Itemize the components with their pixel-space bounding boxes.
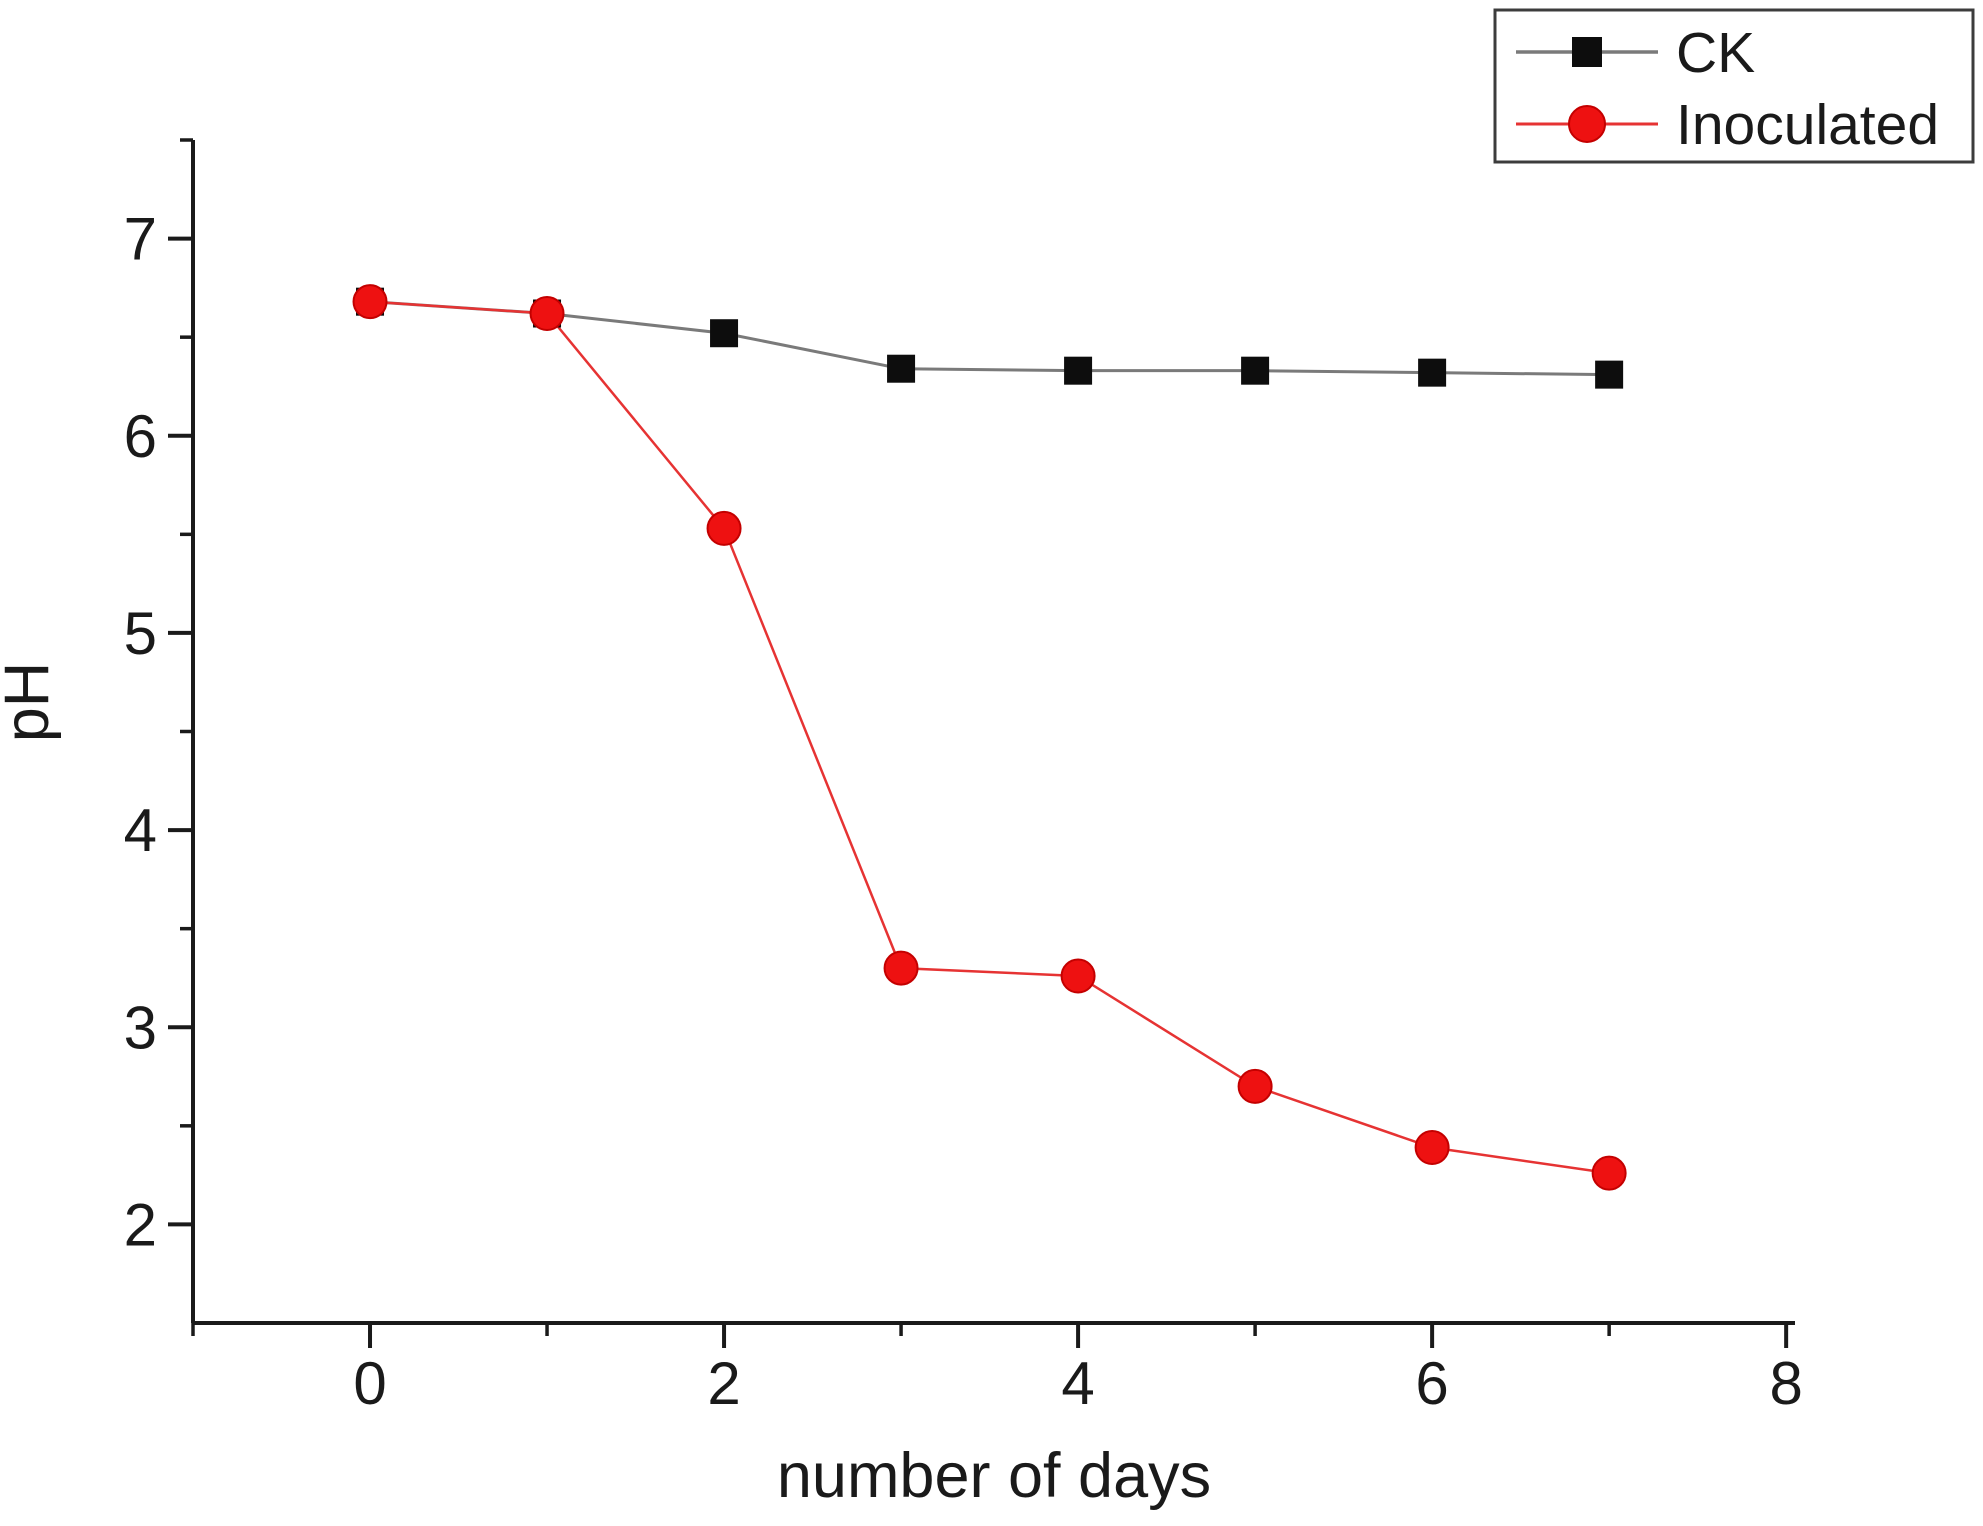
data-series [352,284,1627,1191]
ck-line [369,300,1610,377]
legend-entry-inoculated: Inoculated [1516,93,1939,157]
inoculated-marker [529,296,565,332]
ck-legend-label: CK [1676,21,1755,85]
y-tick-label: 7 [124,206,157,273]
inoculated-marker [1237,1068,1273,1104]
ck-marker [710,319,739,348]
inoculated-marker [883,950,919,986]
inoculated-legend-label: Inoculated [1676,93,1939,157]
x-tick-label: 6 [1415,1350,1448,1417]
ck-legend-marker [1572,37,1602,67]
axis-tick-labels: 0 2 4 6 8 2 3 4 5 6 7 [124,206,1803,1417]
x-tick-label: 2 [707,1350,740,1417]
axes [191,140,1795,1325]
x-tick-label: 0 [353,1350,386,1417]
inoculated-marker [1060,958,1096,994]
inoculated-marker [1414,1130,1450,1166]
y-tick-label: 5 [124,600,157,667]
y-tick-label: 4 [124,797,157,864]
legend-entry-ck: CK [1516,21,1755,85]
ck-marker [1064,356,1093,385]
y-tick-label: 6 [124,403,157,470]
x-axis-title: number of days [777,1441,1211,1511]
inoculated-legend-marker [1568,105,1606,143]
ck-marker [887,354,916,383]
ck-marker [1241,356,1270,385]
ck-marker [1418,358,1447,387]
inoculated-line [369,300,1610,1175]
inoculated-marker [1591,1155,1627,1191]
inoculated-marker [352,284,388,320]
ck-marker [1595,360,1624,389]
y-axis-title: pH [0,662,62,743]
axis-ticks [168,138,1789,1348]
x-tick-label: 4 [1061,1350,1094,1417]
x-tick-label: 8 [1769,1350,1802,1417]
y-tick-label: 3 [124,994,157,1061]
inoculated-marker [706,510,742,546]
legend: CK Inoculated [1493,8,1975,164]
y-tick-label: 2 [124,1191,157,1258]
